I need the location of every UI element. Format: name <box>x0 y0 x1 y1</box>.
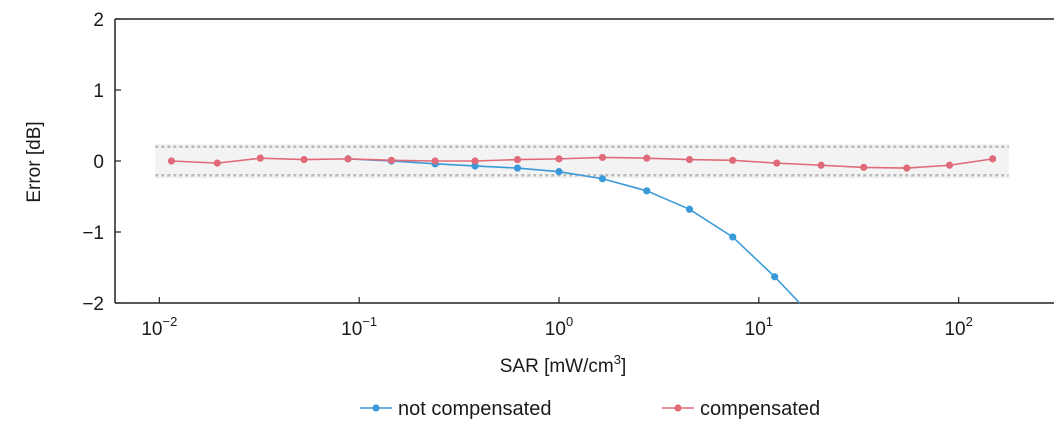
x-tick-base: 10 <box>745 319 766 340</box>
data-point-not-compensated <box>513 164 522 172</box>
data-point-compensated <box>213 159 221 167</box>
legend: not compensated compensated <box>360 398 820 420</box>
data-point-compensated <box>643 154 651 162</box>
data-point-compensated <box>685 155 694 164</box>
series-compensated <box>167 153 997 172</box>
y-tick-label: 2 <box>93 10 104 31</box>
series-line-not-compensated <box>348 158 801 304</box>
data-point-compensated <box>431 157 439 165</box>
data-point-compensated <box>300 155 308 164</box>
data-point-compensated <box>598 153 607 162</box>
data-point-compensated <box>387 156 396 164</box>
data-point-not-compensated <box>555 168 563 176</box>
legend-item-not-compensated: not compensated <box>360 398 551 420</box>
data-point-compensated <box>817 161 825 169</box>
x-tick-exponent: 0 <box>566 314 573 329</box>
x-tick-exponent: 2 <box>966 314 973 329</box>
x-tick-exponent: −2 <box>162 314 177 329</box>
data-point-compensated <box>555 155 563 163</box>
x-tick-base: 10 <box>944 319 965 340</box>
data-point-not-compensated <box>643 187 651 195</box>
data-point-compensated <box>167 157 176 165</box>
legend-item-compensated: compensated <box>662 398 820 420</box>
tolerance-band <box>155 143 1009 179</box>
x-axis-label-main: SAR [mW/cm <box>500 356 614 377</box>
x-tick-base: 10 <box>141 319 162 340</box>
data-point-compensated <box>989 155 997 163</box>
data-point-compensated <box>513 155 522 164</box>
legend-label: compensated <box>700 398 820 420</box>
data-point-compensated <box>256 154 264 162</box>
data-point-compensated <box>945 161 954 169</box>
data-point-compensated <box>471 157 479 165</box>
data-point-compensated <box>729 156 737 164</box>
y-tick-label: −2 <box>82 294 104 315</box>
x-axis-label: SAR [mW/cm3] <box>500 352 627 377</box>
y-tick-label: −1 <box>82 223 104 244</box>
y-tick-label: 0 <box>93 152 104 173</box>
y-tick-label: 1 <box>93 81 104 102</box>
legend-swatch-marker <box>372 404 380 412</box>
x-tick-label: 101 <box>745 314 773 340</box>
legend-label: not compensated <box>398 398 551 420</box>
x-tick-label: 10−1 <box>341 314 377 340</box>
x-axis-label-superscript: 3 <box>614 352 621 367</box>
data-point-not-compensated <box>471 162 479 170</box>
legend-swatch-marker <box>674 404 682 412</box>
data-point-compensated <box>344 155 352 163</box>
x-axis-ticks: 10−2 10−1 100 101 102 <box>141 297 973 340</box>
data-point-not-compensated <box>771 273 779 281</box>
x-axis-label-end: ] <box>621 356 626 377</box>
x-tick-base: 10 <box>545 319 566 340</box>
series-line-compensated <box>171 156 993 169</box>
x-tick-label: 100 <box>545 314 573 340</box>
x-tick-exponent: 1 <box>766 314 773 329</box>
x-tick-label: 10−2 <box>141 314 177 340</box>
data-point-not-compensated <box>685 205 694 213</box>
x-tick-label: 102 <box>944 314 972 340</box>
data-point-compensated <box>903 164 911 172</box>
series-group <box>167 153 997 304</box>
data-point-compensated <box>773 159 781 167</box>
data-point-not-compensated <box>729 233 737 241</box>
x-tick-exponent: −1 <box>362 314 377 329</box>
data-point-compensated <box>860 163 868 171</box>
y-axis-ticks: 2 1 0 −1 −2 <box>82 10 121 315</box>
tolerance-band-fill <box>155 143 1009 179</box>
data-point-not-compensated <box>598 175 607 183</box>
x-tick-base: 10 <box>341 319 362 340</box>
y-axis-label: Error [dB] <box>24 121 45 202</box>
